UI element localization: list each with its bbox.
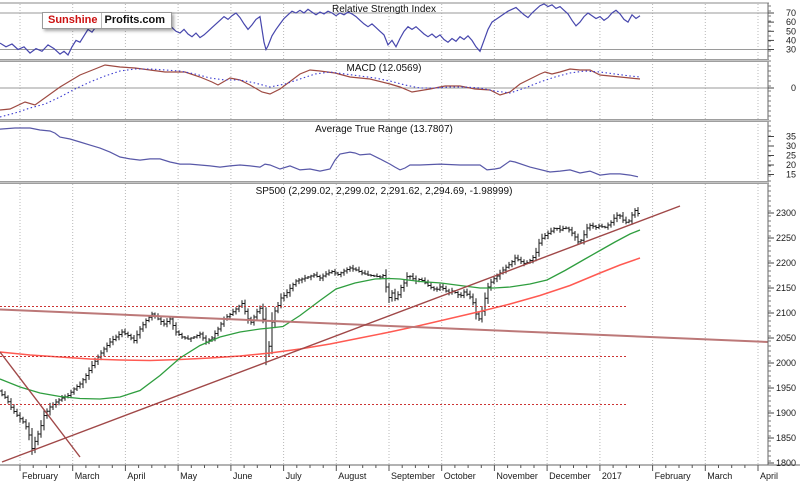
- x-axis-label: February: [655, 471, 692, 481]
- price-axis-label: 1850: [776, 433, 796, 443]
- rsi-axis-label: 60: [786, 17, 796, 27]
- panel-separator: [0, 119, 769, 122]
- atr-axis-label: 35: [786, 132, 796, 142]
- x-axis-label: November: [496, 471, 538, 481]
- x-axis-label: September: [391, 471, 435, 481]
- price-axis-label: 1950: [776, 383, 796, 393]
- price-axis-label: 2200: [776, 258, 796, 268]
- x-axis-label: October: [444, 471, 476, 481]
- steep-declining-line: [0, 351, 81, 458]
- price-axis-label: 2000: [776, 358, 796, 368]
- ma200-line: [0, 257, 641, 362]
- x-axis-label: March: [75, 471, 100, 481]
- price-axis-label: 2150: [776, 283, 796, 293]
- x-axis-label: May: [180, 471, 198, 481]
- ma50-line: [0, 229, 641, 400]
- atr-axis-label: 25: [786, 151, 796, 161]
- price-axis-label: 2300: [776, 208, 796, 218]
- x-axis-label: April: [127, 471, 145, 481]
- price-axis-label: 1800: [776, 458, 796, 468]
- rsi-axis-label: 30: [786, 45, 796, 55]
- rsi-axis-label: 40: [786, 35, 796, 45]
- atr-line: [0, 127, 639, 178]
- price-axis-label: 2050: [776, 333, 796, 343]
- rsi-axis-label: 50: [786, 26, 796, 36]
- x-axis-ticks: [19, 465, 759, 471]
- x-axis-label: August: [338, 471, 367, 481]
- rising-support-line: [1, 205, 681, 463]
- panel-separator: [0, 181, 769, 184]
- macd-axis-label: 0: [791, 83, 796, 93]
- atr-axis-label: 15: [786, 170, 796, 180]
- x-axis-label: June: [233, 471, 253, 481]
- rsi-axis-label: 70: [786, 8, 796, 18]
- x-axis-label: February: [22, 471, 59, 481]
- x-axis-label: 2017: [602, 471, 622, 481]
- price-axis-label: 1900: [776, 408, 796, 418]
- x-axis-label: July: [286, 471, 303, 481]
- x-axis-label: March: [707, 471, 732, 481]
- price-axis-label: 2100: [776, 308, 796, 318]
- atr-axis-label: 30: [786, 141, 796, 151]
- sunshine-profits-logo[interactable]: Sunshine Profits.com: [42, 12, 173, 29]
- macd-signal-line: [0, 68, 641, 118]
- atr-axis-label: 20: [786, 160, 796, 170]
- x-axis-label: April: [760, 471, 778, 481]
- x-axis-label: December: [549, 471, 591, 481]
- macd-line: [0, 64, 641, 111]
- long-declining-resistance: [0, 308, 769, 343]
- panel-separator: [0, 59, 769, 62]
- sp500-candles: [0, 207, 640, 455]
- logo-sunshine: Sunshine: [43, 13, 102, 28]
- logo-profits: Profits.com: [104, 14, 166, 26]
- price-axis-label: 2250: [776, 233, 796, 243]
